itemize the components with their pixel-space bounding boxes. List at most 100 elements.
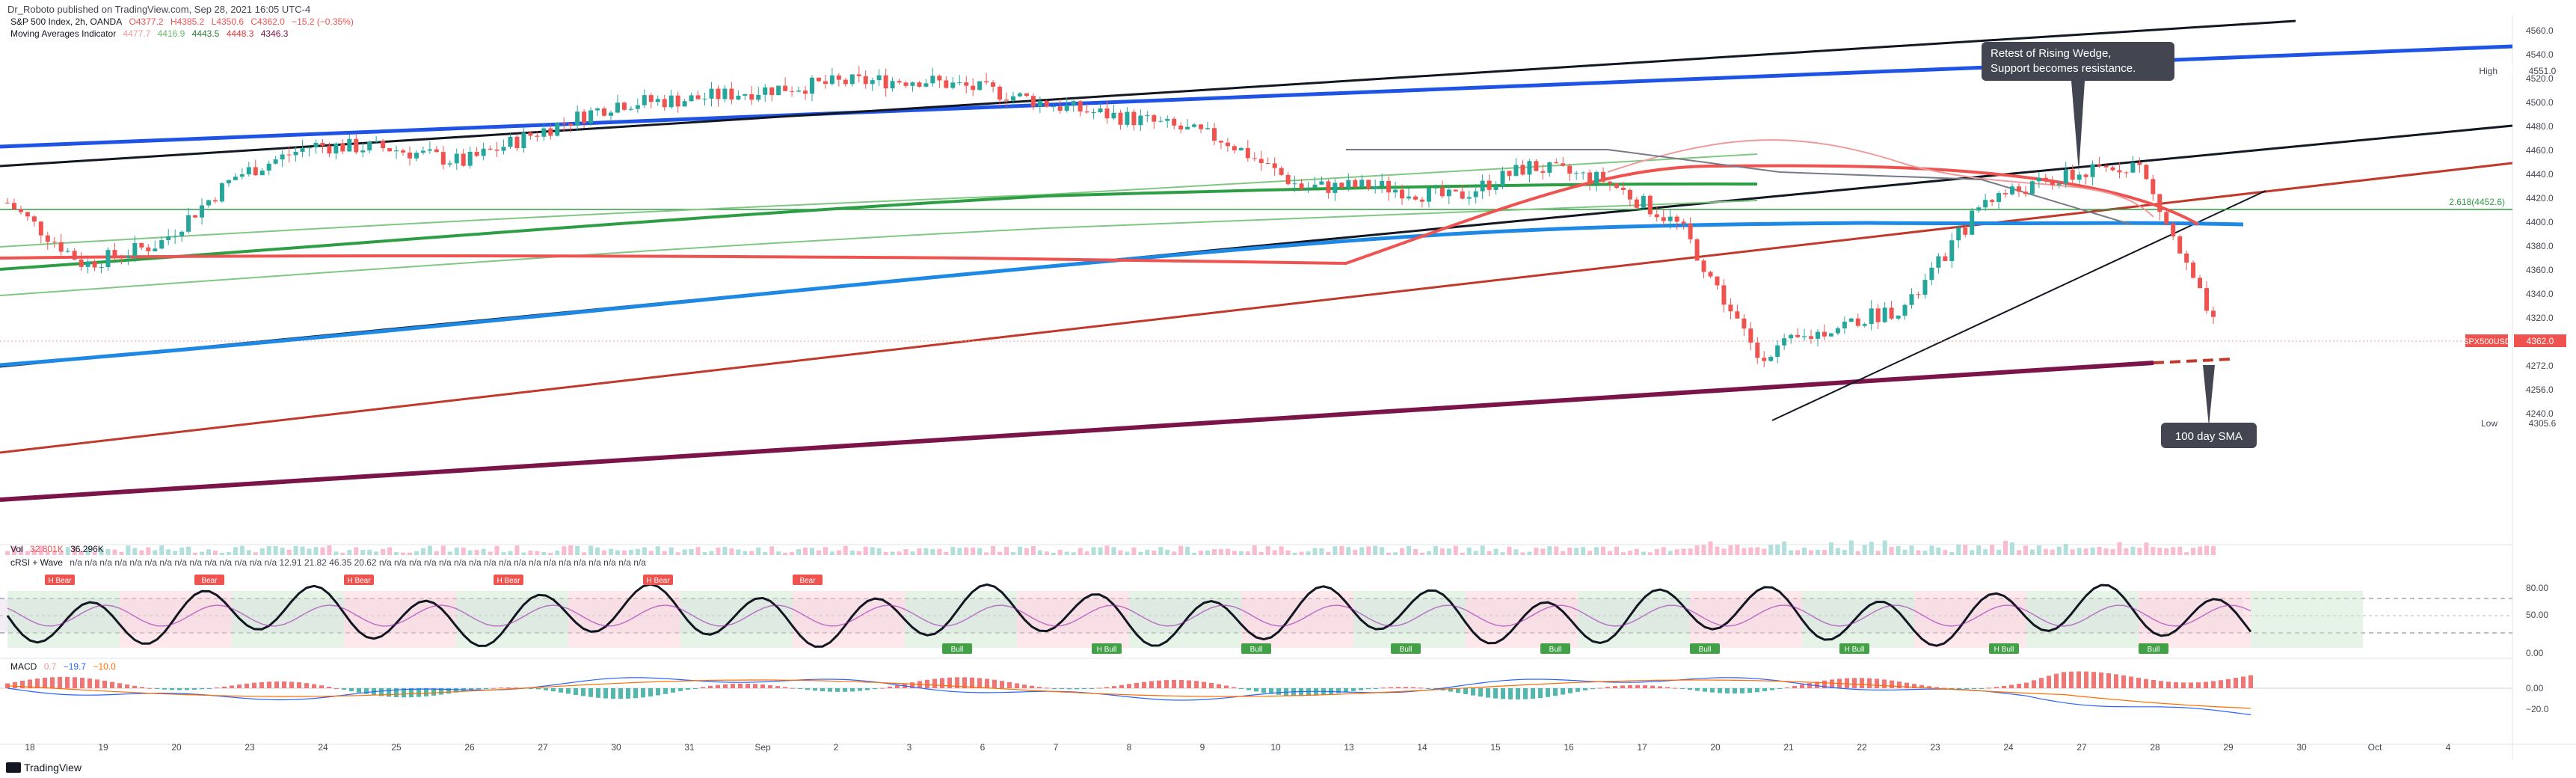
candle-body[interactable]	[2070, 169, 2075, 180]
candle-body[interactable]	[1306, 187, 1311, 189]
candle-body[interactable]	[1104, 108, 1110, 119]
candle-body[interactable]	[1138, 115, 1143, 126]
candle-body[interactable]	[763, 87, 768, 95]
candle-body[interactable]	[1044, 100, 1049, 107]
candle-body[interactable]	[756, 94, 761, 100]
candle-body[interactable]	[1520, 165, 1525, 175]
candle-body[interactable]	[1694, 239, 1700, 261]
candle-body[interactable]	[467, 151, 473, 166]
candle-body[interactable]	[541, 128, 547, 137]
candle-body[interactable]	[427, 149, 432, 151]
candle-body[interactable]	[1265, 163, 1270, 165]
candle-body[interactable]	[2177, 236, 2183, 254]
candle-body[interactable]	[1057, 106, 1063, 111]
candle-body[interactable]	[112, 250, 117, 257]
candle-body[interactable]	[2036, 177, 2041, 182]
candle-body[interactable]	[394, 150, 399, 152]
candle-body[interactable]	[1661, 217, 1666, 221]
candle-body[interactable]	[635, 105, 640, 109]
candle-body[interactable]	[1762, 358, 1767, 361]
candle-body[interactable]	[1608, 181, 1613, 184]
candle-body[interactable]	[367, 141, 372, 151]
sma-callout[interactable]: 100 day SMA	[2161, 365, 2257, 448]
candle-body[interactable]	[803, 91, 808, 94]
candle-body[interactable]	[1848, 318, 1854, 322]
crsi-signal-line[interactable]	[7, 604, 2251, 627]
candle-body[interactable]	[783, 85, 788, 91]
sma100-line[interactable]	[0, 361, 2154, 502]
candle-body[interactable]	[2010, 186, 2015, 194]
candle-body[interactable]	[883, 75, 888, 89]
candle-body[interactable]	[1795, 334, 1801, 337]
candle-body[interactable]	[1822, 331, 1827, 337]
candle-body[interactable]	[45, 235, 50, 242]
candle-body[interactable]	[2016, 186, 2021, 192]
candle-body[interactable]	[1172, 118, 1177, 126]
candle-body[interactable]	[910, 82, 915, 86]
candle-body[interactable]	[1312, 184, 1318, 188]
ma-legend[interactable]: Moving Averages Indicator 4477.7 4416.9 …	[10, 28, 292, 39]
candle-body[interactable]	[829, 75, 834, 85]
candle-body[interactable]	[836, 75, 841, 80]
candle-body[interactable]	[790, 91, 795, 92]
candle-body[interactable]	[2204, 288, 2210, 311]
candle-body[interactable]	[1252, 158, 1257, 159]
candle-body[interactable]	[273, 159, 278, 164]
candle-body[interactable]	[2050, 180, 2055, 186]
candle-body[interactable]	[374, 141, 379, 142]
candle-body[interactable]	[1688, 224, 1693, 239]
signal-badge[interactable]	[1540, 643, 1570, 654]
candle-body[interactable]	[1272, 163, 1277, 168]
candle-body[interactable]	[1366, 180, 1371, 189]
signal-badge[interactable]	[643, 575, 673, 585]
candle-body[interactable]	[300, 148, 305, 152]
candle-body[interactable]	[1037, 100, 1042, 107]
candle-body[interactable]	[1594, 171, 1599, 184]
candle-body[interactable]	[937, 76, 942, 81]
candle-body[interactable]	[1936, 256, 1941, 268]
candle-body[interactable]	[1561, 163, 1566, 166]
crsi-line[interactable]	[6, 583, 2252, 648]
candle-body[interactable]	[474, 151, 479, 156]
candle-body[interactable]	[1527, 161, 1532, 175]
time-axis[interactable]: 18 19 20 23 24 25 26 27 30 31 Sep 2 3 6 7 8 9 10 13 14 15 16 1…	[25, 742, 2450, 753]
candle-body[interactable]	[1768, 357, 1774, 361]
candle-body[interactable]	[897, 81, 902, 83]
candle-body[interactable]	[2191, 262, 2196, 278]
candle-body[interactable]	[991, 82, 996, 87]
candle-body[interactable]	[1158, 120, 1163, 122]
candle-body[interactable]	[153, 248, 158, 251]
candle-body[interactable]	[1889, 307, 1894, 319]
candle-body[interactable]	[1446, 189, 1451, 197]
candle-body[interactable]	[2023, 192, 2028, 194]
candle-body[interactable]	[2097, 164, 2102, 166]
candle-body[interactable]	[1634, 199, 1639, 208]
candle-body[interactable]	[1111, 112, 1116, 119]
candle-body[interactable]	[1708, 272, 1713, 277]
candle-body[interactable]	[1439, 187, 1445, 197]
candle-body[interactable]	[1701, 260, 1706, 272]
candle-body[interactable]	[555, 123, 560, 136]
candle-body[interactable]	[1426, 188, 1431, 202]
candle-body[interactable]	[1131, 111, 1137, 126]
candle-body[interactable]	[1024, 93, 1029, 97]
red-trendline[interactable]	[0, 162, 2513, 454]
candle-body[interactable]	[434, 149, 439, 153]
candle-body[interactable]	[2103, 165, 2109, 168]
sma100-extension[interactable]	[2153, 358, 2233, 364]
candle-body[interactable]	[239, 174, 245, 177]
candle-body[interactable]	[642, 95, 647, 105]
candle-body[interactable]	[447, 163, 452, 165]
candle-body[interactable]	[508, 136, 513, 147]
candle-body[interactable]	[1715, 276, 1720, 286]
candle-body[interactable]	[1292, 183, 1297, 185]
candle-body[interactable]	[1862, 324, 1867, 326]
candle-body[interactable]	[414, 153, 419, 159]
candle-body[interactable]	[293, 151, 298, 156]
candle-body[interactable]	[1976, 207, 1982, 211]
candle-body[interactable]	[876, 75, 882, 81]
candle-body[interactable]	[1030, 96, 1036, 107]
candle-body[interactable]	[99, 267, 104, 269]
candle-body[interactable]	[1064, 105, 1069, 111]
